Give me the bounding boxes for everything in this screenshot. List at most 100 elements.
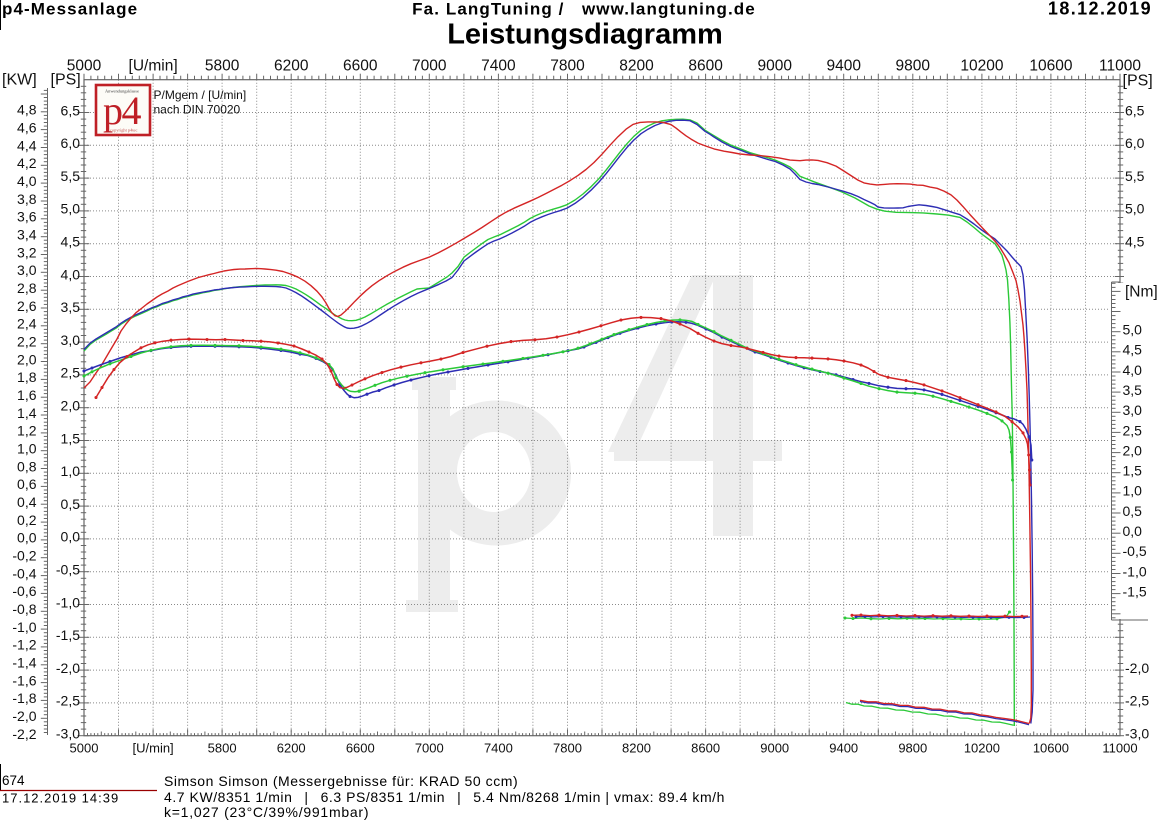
svg-text:8600: 8600	[691, 741, 720, 756]
svg-text:6,5: 6,5	[1125, 102, 1145, 118]
svg-text:1,6: 1,6	[17, 387, 37, 403]
svg-text:Fa. LangTuning / www.langtun: Fa. LangTuning / www.langtuning.de	[412, 0, 756, 19]
svg-text:-1,0: -1,0	[12, 619, 36, 635]
svg-text:p4: p4	[103, 88, 142, 133]
svg-text:0,4: 0,4	[17, 494, 37, 510]
svg-text:-1,4: -1,4	[12, 655, 36, 671]
svg-text:4,5: 4,5	[61, 234, 81, 250]
svg-text:9400: 9400	[829, 741, 858, 756]
svg-text:k=1,027 (23°C/39%/991mbar): k=1,027 (23°C/39%/991mbar)	[164, 804, 369, 820]
svg-text:1,0: 1,0	[1123, 483, 1143, 499]
svg-text:4,2: 4,2	[17, 155, 37, 171]
svg-text:6600: 6600	[343, 58, 378, 75]
svg-text:0,6: 0,6	[17, 476, 37, 492]
svg-text:[PS]: [PS]	[1123, 73, 1153, 90]
svg-text:1,4: 1,4	[17, 405, 37, 421]
svg-text:6,0: 6,0	[61, 135, 81, 151]
svg-text:7400: 7400	[481, 58, 516, 75]
svg-text:3,5: 3,5	[61, 299, 81, 315]
svg-text:9400: 9400	[826, 58, 861, 75]
svg-text:p4-Messanlage: p4-Messanlage	[2, 0, 138, 19]
svg-text:4,6: 4,6	[17, 119, 37, 135]
svg-text:-1,0: -1,0	[1123, 563, 1147, 579]
svg-text:9800: 9800	[898, 741, 927, 756]
svg-text:10200: 10200	[964, 741, 1000, 756]
svg-text:1,0: 1,0	[61, 463, 81, 479]
svg-text:0,8: 0,8	[17, 458, 37, 474]
svg-text:1,2: 1,2	[17, 423, 37, 439]
svg-text:5800: 5800	[205, 58, 240, 75]
svg-text:6200: 6200	[274, 58, 309, 75]
svg-text:2,5: 2,5	[1123, 422, 1143, 438]
svg-text:-0,2: -0,2	[12, 548, 36, 564]
svg-text:0,0: 0,0	[61, 529, 81, 545]
svg-text:-0,5: -0,5	[1123, 543, 1147, 559]
svg-text:-1,5: -1,5	[1123, 584, 1147, 600]
svg-text:3,6: 3,6	[17, 209, 37, 225]
svg-text:0,5: 0,5	[61, 496, 81, 512]
svg-text:2,5: 2,5	[61, 365, 81, 381]
svg-text:3,0: 3,0	[1123, 402, 1143, 418]
svg-text:4,0: 4,0	[61, 266, 81, 282]
svg-text:-0,6: -0,6	[12, 583, 36, 599]
svg-text:10600: 10600	[1033, 741, 1069, 756]
svg-text:5,0: 5,0	[1123, 322, 1143, 338]
svg-text:-1,5: -1,5	[56, 627, 80, 643]
svg-text:8200: 8200	[622, 741, 651, 756]
svg-text:4,8: 4,8	[17, 102, 37, 118]
svg-text:3,5: 3,5	[1123, 382, 1143, 398]
svg-text:[PS]: [PS]	[51, 72, 81, 89]
svg-text:1,5: 1,5	[1123, 463, 1143, 479]
svg-text:7800: 7800	[553, 741, 582, 756]
svg-text:-2,0: -2,0	[56, 660, 80, 676]
svg-text:17.12.2019 14:39: 17.12.2019 14:39	[2, 791, 119, 806]
svg-text:-0,8: -0,8	[12, 601, 36, 617]
svg-text:2,8: 2,8	[17, 280, 37, 296]
svg-text:[Nm]: [Nm]	[1125, 284, 1158, 301]
svg-text:3,2: 3,2	[17, 244, 37, 260]
svg-text:2,0: 2,0	[1123, 442, 1143, 458]
svg-text:1,8: 1,8	[17, 369, 37, 385]
svg-text:Simson Simson (Messergebnisse: Simson Simson (Messergebnisse für: KRAD …	[164, 773, 518, 789]
svg-text:-2,2: -2,2	[12, 726, 36, 742]
svg-text:9800: 9800	[896, 58, 931, 75]
svg-text:-1,8: -1,8	[12, 690, 36, 706]
svg-text:9000: 9000	[757, 58, 792, 75]
svg-text:0,5: 0,5	[1123, 503, 1143, 519]
svg-text:11000: 11000	[1099, 58, 1141, 75]
svg-text:5800: 5800	[208, 741, 237, 756]
svg-text:2,6: 2,6	[17, 298, 37, 314]
svg-text:-1,6: -1,6	[12, 672, 36, 688]
svg-text:11000: 11000	[1102, 741, 1137, 756]
svg-text:[U/min]: [U/min]	[129, 58, 178, 75]
svg-text:Leistungsdiagramm: Leistungsdiagramm	[447, 19, 723, 51]
svg-text:0,0: 0,0	[17, 530, 37, 546]
svg-text:5,0: 5,0	[61, 201, 81, 217]
svg-text:-0,4: -0,4	[12, 565, 36, 581]
svg-text:9000: 9000	[760, 741, 789, 756]
svg-text:5000: 5000	[70, 741, 99, 756]
svg-text:5000: 5000	[67, 58, 102, 75]
svg-text:4,0: 4,0	[1123, 362, 1143, 378]
svg-text:4,5: 4,5	[1125, 234, 1145, 250]
svg-text:8200: 8200	[619, 58, 654, 75]
svg-text:-2,0: -2,0	[12, 708, 36, 724]
svg-text:-2,5: -2,5	[1125, 693, 1149, 709]
svg-text:3,8: 3,8	[17, 191, 37, 207]
svg-text:10600: 10600	[1029, 58, 1072, 75]
svg-text:-0,5: -0,5	[56, 562, 80, 578]
svg-text:10200: 10200	[960, 58, 1003, 75]
svg-text:5,5: 5,5	[61, 168, 81, 184]
svg-text:-1,2: -1,2	[12, 637, 36, 653]
svg-text:3,0: 3,0	[61, 332, 81, 348]
svg-text:4.7 KW/8351 1/min | 6.3 PS/8: 4.7 KW/8351 1/min | 6.3 PS/8351 1/min | …	[164, 789, 725, 805]
svg-text:P/Mgem / [U/min]: P/Mgem / [U/min]	[154, 88, 247, 102]
svg-text:-3,0: -3,0	[1125, 726, 1149, 742]
svg-text:-2,5: -2,5	[56, 693, 80, 709]
svg-text:-2,0: -2,0	[1125, 660, 1149, 676]
svg-text:-1,0: -1,0	[56, 594, 80, 610]
svg-text:2,0: 2,0	[17, 351, 37, 367]
svg-text:4,0: 4,0	[17, 173, 37, 189]
svg-text:3,4: 3,4	[17, 227, 37, 243]
svg-text:2,2: 2,2	[17, 334, 37, 350]
